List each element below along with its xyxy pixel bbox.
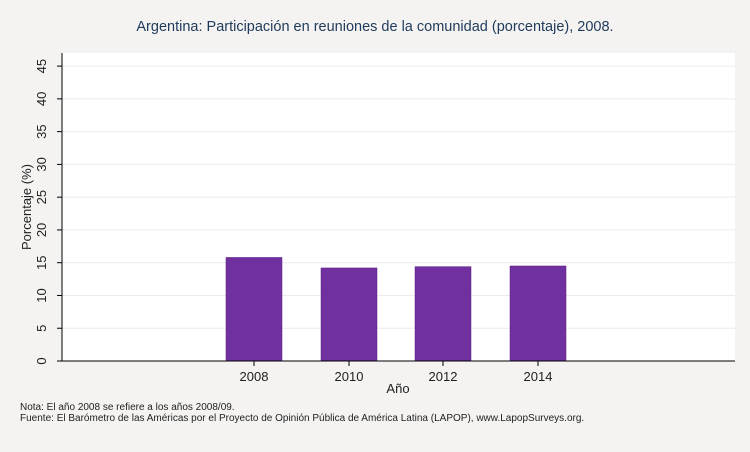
x-tick-label: 2012 — [429, 369, 458, 384]
y-tick-label: 15 — [34, 255, 49, 269]
bars — [225, 257, 567, 362]
footnote-fuente: Fuente: El Barómetro de las Américas por… — [20, 413, 584, 424]
x-tick-label: 2008 — [240, 369, 269, 384]
x-tick-label: 2010 — [335, 369, 364, 384]
y-tick-label: 30 — [34, 157, 49, 171]
y-tick-label: 5 — [34, 325, 49, 332]
y-axis-ticks: 0 5 10 15 20 25 30 35 40 45 — [34, 59, 62, 365]
y-tick-label: 10 — [34, 288, 49, 302]
plot-area — [62, 53, 735, 361]
y-tick-label: 0 — [34, 357, 49, 364]
y-tick-label: 45 — [34, 59, 49, 73]
y-tick-label: 20 — [34, 223, 49, 237]
chart-title: Argentina: Participación en reuniones de… — [136, 19, 613, 35]
footnote-nota: Nota: El año 2008 se refiere a los años … — [20, 402, 235, 413]
x-axis-label: Año — [386, 381, 409, 396]
bar-2008 — [225, 257, 283, 362]
x-axis-ticks: 2008 2010 2012 2014 — [240, 361, 553, 384]
bar-2014 — [509, 265, 567, 362]
bar-2012 — [414, 266, 472, 362]
y-tick-label: 25 — [34, 190, 49, 204]
y-tick-label: 40 — [34, 92, 49, 106]
bar-2010 — [320, 267, 378, 362]
x-tick-label: 2014 — [524, 369, 553, 384]
gridlines — [62, 65, 735, 329]
y-tick-label: 35 — [34, 124, 49, 138]
y-axis-label: Porcentaje (%) — [19, 164, 34, 250]
